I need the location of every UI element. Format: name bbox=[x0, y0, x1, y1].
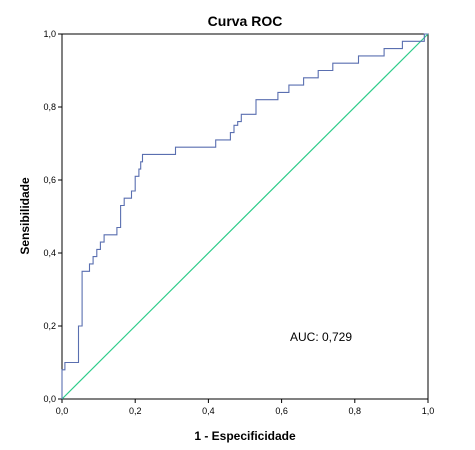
y-tick-label: 0,0 bbox=[43, 394, 56, 404]
x-axis-ticks: 0,0 0,2 0,4 0,6 0,8 1,0 bbox=[56, 399, 435, 416]
roc-curve-line bbox=[61, 33, 428, 399]
auc-annotation: AUC: 0,729 bbox=[290, 330, 352, 344]
x-axis-label: 1 - Especificidade bbox=[194, 429, 296, 443]
y-tick-label: 1,0 bbox=[43, 29, 56, 39]
reference-diagonal-line bbox=[61, 33, 429, 400]
y-axis-label: Sensibilidade bbox=[18, 177, 32, 255]
x-tick-label: 1,0 bbox=[422, 406, 435, 416]
y-tick-label: 0,4 bbox=[43, 248, 56, 258]
chart-title: Curva ROC bbox=[208, 13, 283, 29]
x-tick-label: 0,0 bbox=[56, 406, 69, 416]
x-tick-label: 0,2 bbox=[129, 406, 142, 416]
y-tick-label: 0,2 bbox=[43, 321, 56, 331]
x-tick-label: 0,6 bbox=[275, 406, 288, 416]
x-tick-label: 0,4 bbox=[202, 406, 215, 416]
y-tick-label: 0,6 bbox=[43, 175, 56, 185]
y-axis-ticks: 0,0 0,2 0,4 0,6 0,8 1,0 bbox=[43, 29, 62, 404]
x-tick-label: 0,8 bbox=[349, 406, 362, 416]
y-tick-label: 0,8 bbox=[43, 102, 56, 112]
